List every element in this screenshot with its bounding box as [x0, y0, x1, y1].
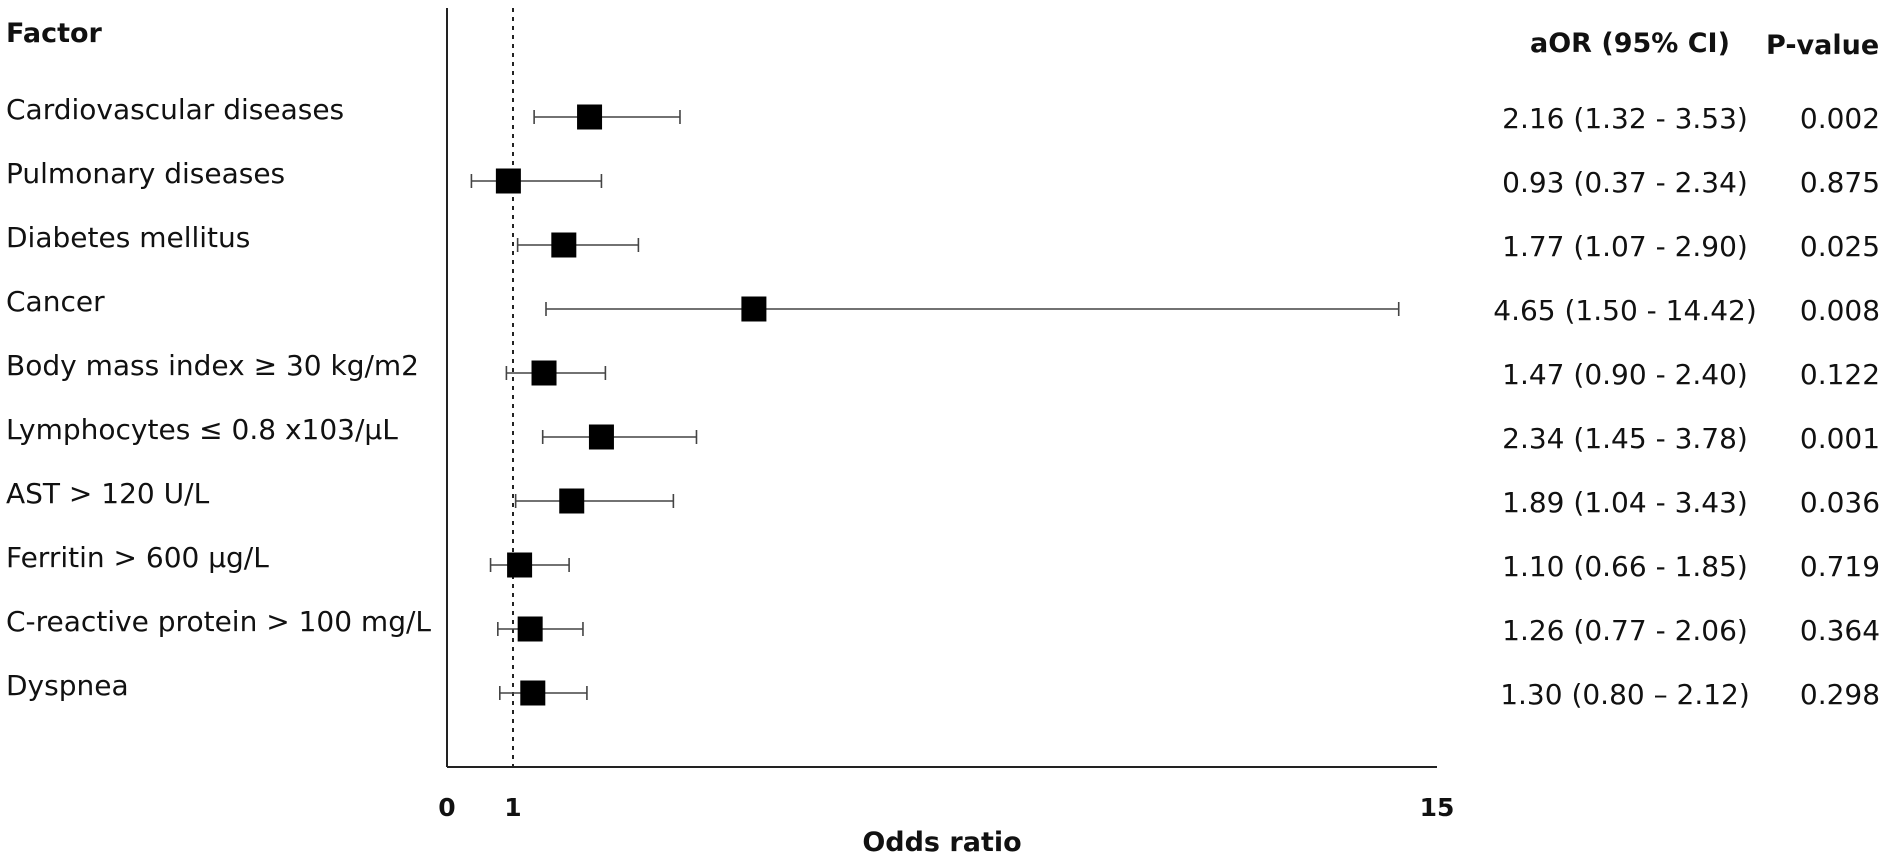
aor-column-header: aOR (95% CI) — [1530, 28, 1730, 59]
odds-ratio-marker — [495, 168, 521, 194]
p-value: 0.875 — [1799, 166, 1881, 199]
factor-label: AST > 120 U/L — [6, 477, 210, 510]
factor-label: Cancer — [6, 285, 105, 318]
forest-row — [533, 104, 681, 130]
aor-ci-value: 1.77 (1.07 - 2.90) — [1502, 230, 1748, 263]
p-value: 0.008 — [1799, 294, 1881, 327]
forest-row — [514, 488, 675, 514]
x-tick-label: 1 — [504, 793, 521, 822]
aor-ci-value: 2.34 (1.45 - 3.78) — [1502, 422, 1748, 455]
p-value: 0.036 — [1799, 486, 1881, 519]
p-value: 0.122 — [1799, 358, 1881, 391]
factor-column-header: Factor — [6, 18, 102, 49]
forest-row — [516, 232, 640, 258]
forest-row — [470, 168, 603, 194]
forest-row — [541, 424, 698, 450]
forest-row — [497, 616, 584, 642]
aor-ci-value: 0.93 (0.37 - 2.34) — [1502, 166, 1748, 199]
forest-row — [489, 552, 570, 578]
odds-ratio-marker — [507, 552, 533, 578]
aor-ci-value: 1.10 (0.66 - 1.85) — [1502, 550, 1748, 583]
forest-row — [505, 360, 607, 386]
p-value: 0.298 — [1799, 678, 1881, 711]
p-value: 0.025 — [1799, 230, 1881, 263]
factor-label: Body mass index ≥ 30 kg/m2 — [6, 349, 419, 382]
odds-ratio-marker — [559, 488, 585, 514]
factor-label: Ferritin > 600 μg/L — [6, 541, 269, 574]
forest-row — [498, 680, 588, 706]
aor-ci-value: 1.47 (0.90 - 2.40) — [1502, 358, 1748, 391]
factor-label: Cardiovascular diseases — [6, 93, 345, 126]
p-value: 0.002 — [1799, 102, 1881, 135]
forest-row — [545, 296, 1400, 322]
odds-ratio-marker — [741, 296, 767, 322]
odds-ratio-marker — [551, 232, 577, 258]
odds-ratio-marker — [588, 424, 614, 450]
factor-label: Dyspnea — [6, 669, 129, 702]
p-value: 0.364 — [1799, 614, 1881, 647]
factor-label: Lymphocytes ≤ 0.8 x103/μL — [6, 413, 398, 446]
aor-ci-value: 1.26 (0.77 - 2.06) — [1502, 614, 1748, 647]
p-value: 0.001 — [1799, 422, 1881, 455]
odds-ratio-marker — [517, 616, 543, 642]
factor-label: Diabetes mellitus — [6, 221, 251, 254]
odds-ratio-marker — [531, 360, 557, 386]
aor-ci-value: 1.89 (1.04 - 3.43) — [1502, 486, 1748, 519]
p-value: 0.719 — [1799, 550, 1881, 583]
aor-ci-value: 1.30 (0.80 – 2.12) — [1500, 678, 1750, 711]
pvalue-column-header: P-value — [1766, 30, 1880, 61]
x-tick-label: 0 — [438, 793, 455, 822]
x-axis-title: Odds ratio — [862, 827, 1021, 858]
odds-ratio-marker — [577, 104, 603, 130]
factor-label: Pulmonary diseases — [6, 157, 286, 190]
odds-ratio-marker — [520, 680, 546, 706]
aor-ci-value: 2.16 (1.32 - 3.53) — [1502, 102, 1748, 135]
x-tick-label: 15 — [1420, 793, 1455, 822]
aor-ci-value: 4.65 (1.50 - 14.42) — [1493, 294, 1757, 327]
factor-label: C-reactive protein > 100 mg/L — [6, 605, 432, 638]
